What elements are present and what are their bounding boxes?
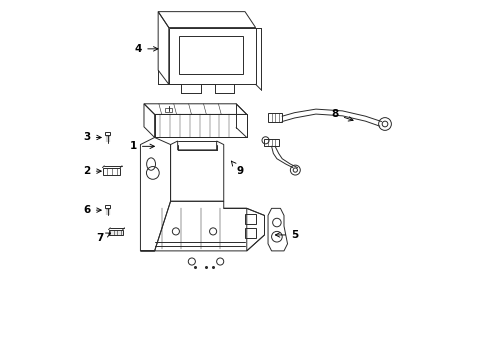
FancyBboxPatch shape (165, 108, 172, 112)
Text: 7: 7 (96, 233, 110, 243)
Text: 8: 8 (332, 109, 353, 121)
Text: 5: 5 (275, 230, 298, 240)
Text: 6: 6 (84, 205, 101, 215)
Polygon shape (109, 230, 122, 235)
Text: 1: 1 (130, 141, 154, 151)
Text: 4: 4 (135, 44, 158, 54)
Text: 2: 2 (84, 166, 101, 176)
Text: 3: 3 (84, 132, 101, 143)
Text: 9: 9 (231, 161, 243, 176)
